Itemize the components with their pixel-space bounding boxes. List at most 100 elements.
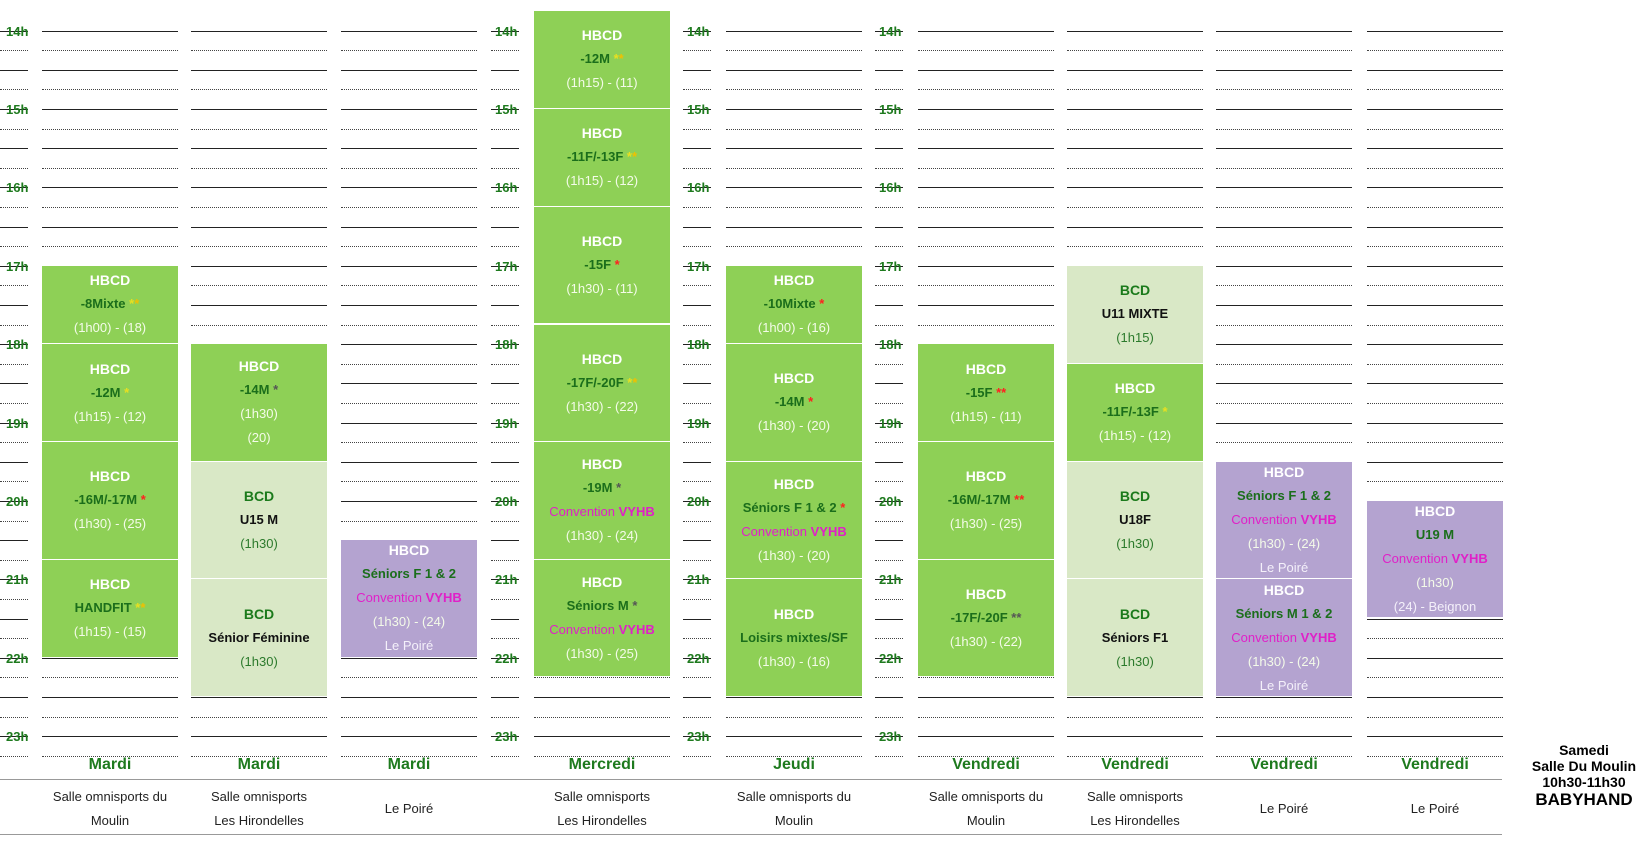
convention-label: Convention VYHB: [1231, 629, 1337, 645]
session-block[interactable]: HBCD Séniors F 1 & 2 * Convention VYHB (1h3…: [726, 461, 862, 580]
grid-line: [341, 31, 477, 32]
session-block[interactable]: HBCD -11F/-13F * (1h15) - (12): [1067, 363, 1203, 462]
session-block[interactable]: HBCD -10Mixte * (1h00) - (16): [726, 265, 862, 345]
group-name: U19 M: [1415, 527, 1455, 543]
session-block[interactable]: HBCD -14M * (1h30) (20): [191, 344, 327, 462]
session-detail: (1h00) - (16): [757, 320, 831, 336]
session-block[interactable]: HBCD -11F/-13F ** (1h15) - (12): [534, 108, 670, 207]
grid-line: [875, 50, 903, 51]
session-block[interactable]: BCD U15 M (1h30): [191, 461, 327, 580]
session-detail: (1h30): [1116, 535, 1154, 551]
time-label: 15h: [879, 101, 902, 117]
session-block[interactable]: HBCD U19 M Convention VYHB (1h30) (24) - Bei…: [1367, 500, 1503, 619]
session-club: BCD: [1119, 605, 1151, 622]
session-detail: (1h30) - (25): [949, 516, 1023, 532]
session-club: BCD: [243, 487, 275, 504]
grid-line: [683, 619, 711, 620]
session-detail: (1h30) - (11): [566, 281, 638, 297]
time-label: 22h: [495, 650, 518, 666]
grid-line: [191, 756, 327, 757]
session-detail: (1h15) - (12): [1098, 428, 1172, 444]
session-block[interactable]: HBCD -12M ** (1h15) - (11): [534, 10, 670, 109]
grid-line: [1367, 325, 1503, 326]
grid-line: [1367, 168, 1503, 169]
asterisk-marker: *: [996, 384, 1002, 400]
grid-line: [1067, 736, 1203, 737]
session-block[interactable]: HBCD -19M * Convention VYHB (1h30) - (24): [534, 442, 670, 560]
session-block[interactable]: HBCD HANDFIT ** (1h15) - (15): [42, 559, 178, 658]
group-name: U11 MIXTE: [1101, 306, 1169, 322]
session-block[interactable]: HBCD -14M * (1h30) - (20): [726, 344, 862, 462]
session-block[interactable]: BCD Séniors F1 (1h30): [1067, 579, 1203, 697]
grid-line: [1216, 697, 1352, 698]
session-club: HBCD: [89, 272, 131, 289]
grid-line: [0, 187, 28, 188]
grid-line: [1367, 31, 1503, 32]
grid-line: [683, 148, 711, 149]
grid-line: [1367, 207, 1503, 208]
session-block[interactable]: HBCD -12M * (1h15) - (12): [42, 344, 178, 443]
session-block[interactable]: HBCD -15F ** (1h15) - (11): [918, 344, 1054, 443]
grid-line: [491, 638, 519, 639]
grid-line: [726, 109, 862, 110]
group-name: -12M: [580, 51, 610, 67]
grid-line: [341, 207, 477, 208]
session-block[interactable]: BCD U18F (1h30): [1067, 461, 1203, 580]
group-name: -11F/-13F: [1102, 404, 1159, 420]
session-block[interactable]: HBCD -16M/-17M * (1h30) - (25): [42, 442, 178, 560]
grid-line: [0, 403, 28, 404]
grid-line: [1367, 697, 1503, 698]
grid-line: [875, 599, 903, 600]
grid-line: [683, 266, 711, 267]
session-detail: (1h15): [1116, 330, 1154, 346]
session-block[interactable]: HBCD Séniors F 1 & 2 Convention VYHB (1h30)…: [341, 540, 477, 658]
grid-line: [341, 266, 477, 267]
grid-line: [491, 325, 519, 326]
grid-line: [918, 756, 1054, 757]
grid-line: [1367, 403, 1503, 404]
session-block[interactable]: HBCD -17F/-20F ** (1h30) - (22): [534, 324, 670, 443]
session-group: Séniors F 1 & 2: [362, 562, 456, 586]
session-club: HBCD: [773, 370, 815, 387]
grid-line: [491, 305, 519, 306]
session-block[interactable]: BCD Sénior Féminine (1h30): [191, 579, 327, 697]
grid-line: [42, 89, 178, 90]
time-label: 20h: [495, 493, 518, 509]
grid-line: [491, 521, 519, 522]
session-block[interactable]: HBCD -15F * (1h30) - (11): [534, 206, 670, 325]
grid-line: [683, 187, 711, 188]
session-block[interactable]: BCD U11 MIXTE (1h15): [1067, 265, 1203, 364]
grid-line: [491, 697, 519, 698]
session-detail: (1h30): [240, 406, 278, 422]
grid-line: [191, 187, 327, 188]
session-block[interactable]: HBCD -17F/-20F ** (1h30) - (22): [918, 559, 1054, 678]
grid-line: [491, 560, 519, 561]
grid-line: [42, 677, 178, 678]
grid-line: [875, 579, 903, 580]
session-block[interactable]: HBCD Séniors F 1 & 2 Convention VYHB (1h30)…: [1216, 461, 1352, 580]
grid-line: [0, 325, 28, 326]
grid-line: [341, 305, 477, 306]
session-block[interactable]: HBCD -8Mixte ** (1h00) - (18): [42, 265, 178, 345]
grid-line: [191, 109, 327, 110]
time-label: 19h: [6, 415, 29, 431]
grid-line: [1067, 207, 1203, 208]
time-label: 16h: [879, 180, 902, 196]
grid-line: [918, 187, 1054, 188]
grid-line: [491, 423, 519, 424]
grid-line: [191, 266, 327, 267]
footer-divider: [0, 834, 1502, 835]
session-block[interactable]: HBCD Séniors M * Convention VYHB (1h30) - (…: [534, 559, 670, 678]
session-block[interactable]: HBCD Loisirs mixtes/SF (1h30) - (16): [726, 579, 862, 697]
asterisk-marker: *: [632, 597, 638, 613]
session-block[interactable]: HBCD -16M/-17M ** (1h30) - (25): [918, 442, 1054, 560]
grid-line: [491, 246, 519, 247]
day-name: Vendredi: [1101, 756, 1169, 773]
group-name: -17F/-20F: [950, 609, 1008, 625]
day-name: Mercredi: [568, 756, 636, 773]
grid-line: [341, 501, 477, 502]
grid-line: [683, 109, 711, 110]
grid-line: [491, 462, 519, 463]
grid-line: [683, 658, 711, 659]
session-block[interactable]: HBCD Séniors M 1 & 2 Convention VYHB (1h30)…: [1216, 579, 1352, 697]
